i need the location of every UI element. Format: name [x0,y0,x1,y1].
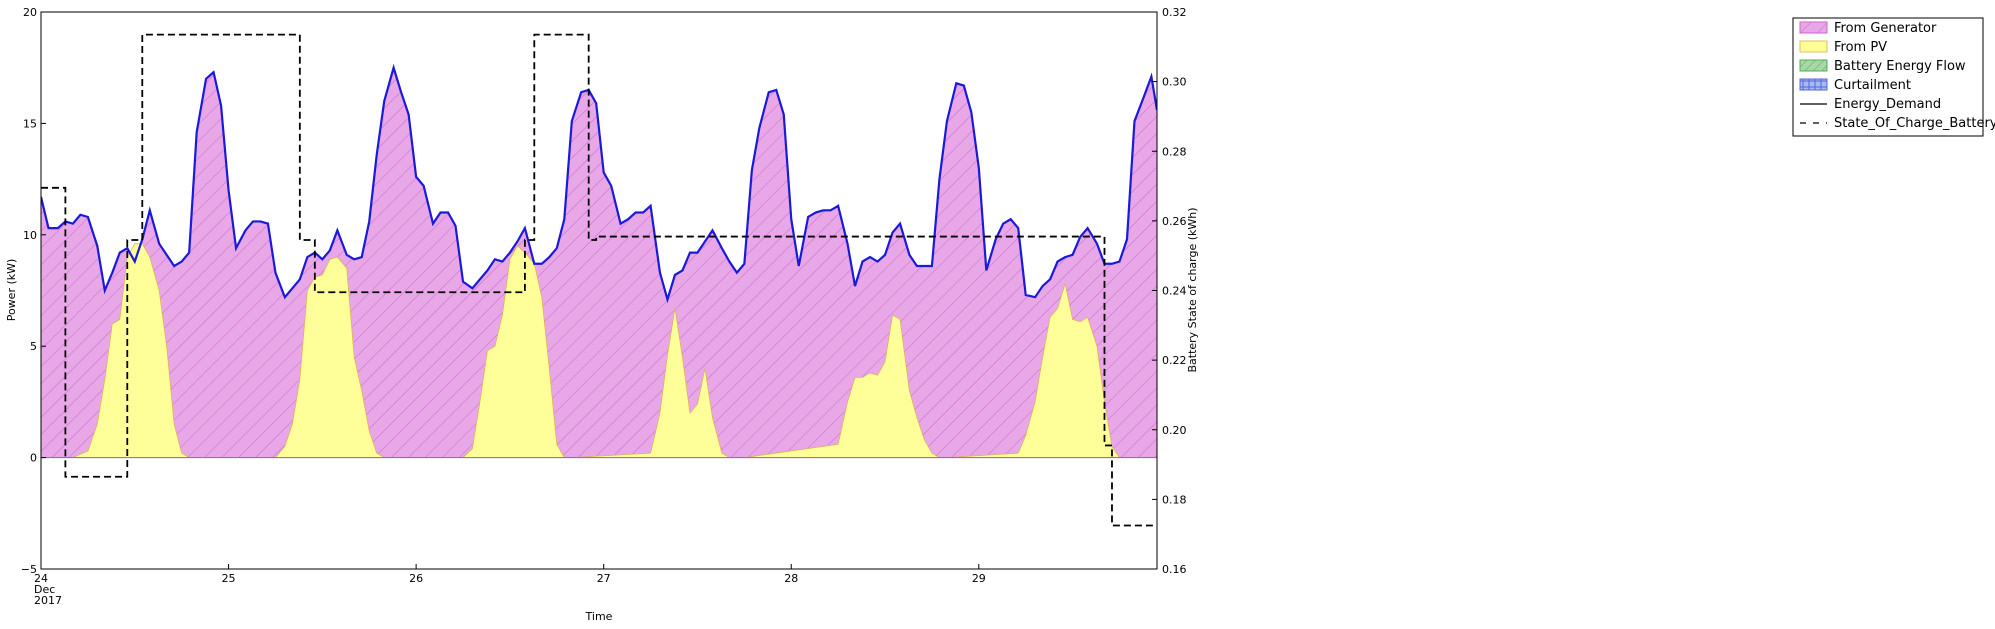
x-tick-label: 28 [784,572,798,585]
y-right-tick-label: 0.22 [1162,354,1187,367]
x-tick-label: Dec [34,583,55,596]
x-tick-label: 26 [409,572,423,585]
y-right-tick-label: 0.26 [1162,215,1187,228]
legend-label-from-pv: From PV [1834,40,1887,55]
legend: From Generator From PV Battery Energy Flow… [1792,17,1995,137]
series-energy-demand-line [41,63,1157,304]
y-axis-title-right: Battery State of charge (kWh) [1186,207,1199,372]
legend-label-battery-energy-flow: Battery Energy Flow [1834,59,1966,74]
y-right-tick-label: 0.32 [1162,6,1187,19]
y-right-tick-label: 0.24 [1162,285,1187,298]
legend-box [1792,17,1984,137]
legend-label-from-generator: From Generator [1834,21,1937,36]
legend-label-state-of-charge-battery: State_Of_Charge_Battery [1834,116,1995,131]
y-right-tick-label: 0.18 [1162,493,1187,506]
y-right-tick-label: 0.28 [1162,145,1187,158]
x-axis-title: Time [585,610,613,623]
x-tick-label: 24 [34,572,48,585]
y-axis-title-left: Power (kW) [5,259,18,322]
legend-label-curtailment: Curtailment [1834,78,1911,93]
y-left-tick-label: −5 [21,563,37,576]
x-tick-label: 27 [597,572,611,585]
legend-label-energy-demand: Energy_Demand [1834,97,1941,112]
y-left-tick-label: 20 [23,6,37,19]
y-left-tick-label: 5 [30,340,37,353]
y-right-tick-label: 0.16 [1162,563,1187,576]
x-tick-label: 29 [972,572,986,585]
y-left-tick-label: 0 [30,452,37,465]
x-tick-label: 25 [222,572,236,585]
y-right-tick-label: 0.30 [1162,76,1187,89]
legend-swatch-from-pv [1799,40,1828,53]
series-state-of-charge-line [41,33,1157,527]
legend-swatch-curtailment [1799,78,1828,91]
y-left-tick-label: 15 [23,117,37,130]
legend-swatch-from-generator [1799,21,1828,34]
y-right-tick-label: 0.20 [1162,424,1187,437]
plot-area [41,33,1157,527]
axes: −5 0 5 10 15 20 0.16 0.18 0.20 0.22 0.24 0.26 0.28 0.… [21,6,1187,607]
y-left-tick-label: 10 [23,229,37,242]
legend-swatch-battery-energy-flow [1799,59,1828,72]
x-tick-label: 2017 [34,594,62,607]
